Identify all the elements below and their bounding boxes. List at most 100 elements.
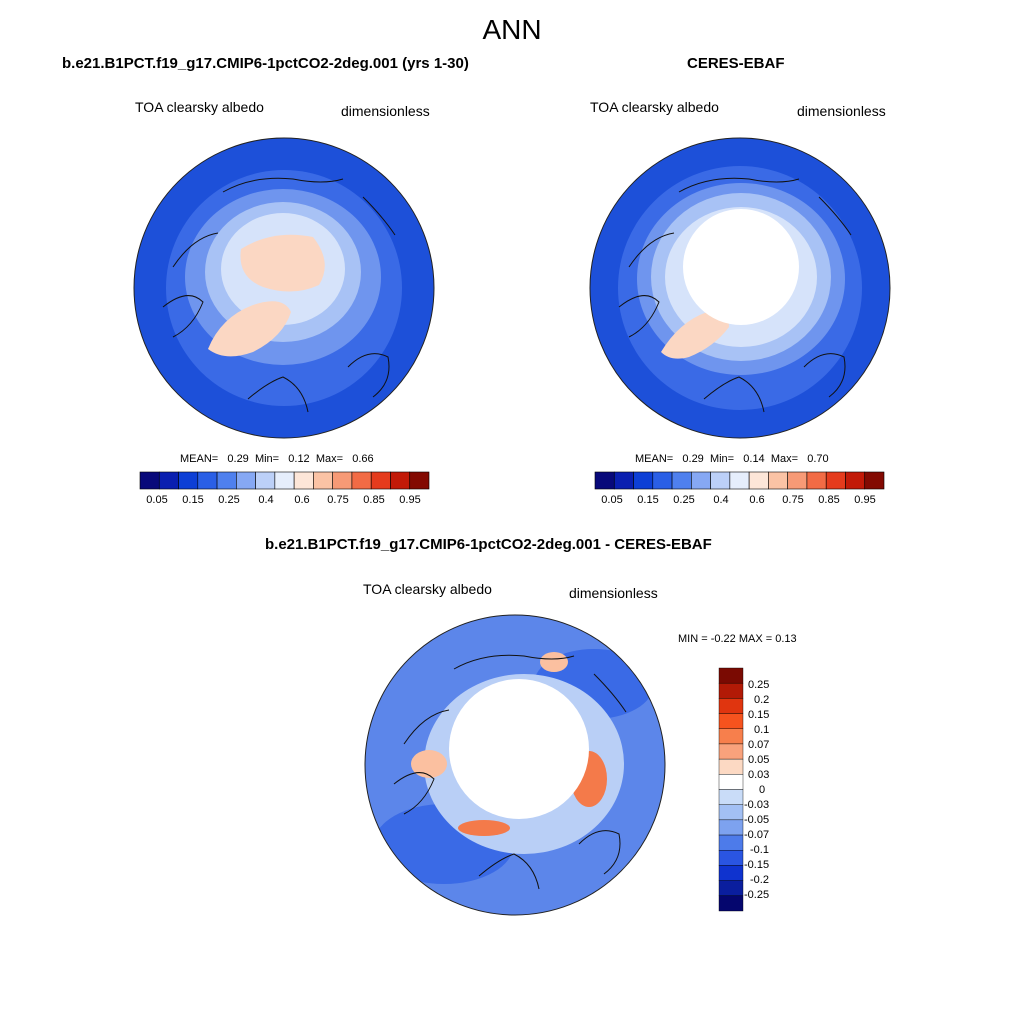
colorbar-swatch (825, 471, 846, 490)
panel1-min: 0.12 (288, 453, 310, 465)
panel2-greenland-ice (661, 311, 729, 359)
cb3-tick: 0.25 (748, 679, 770, 691)
colorbar-swatch (613, 471, 634, 490)
panel3-coastlines (393, 654, 627, 890)
colorbar-swatch (718, 743, 744, 760)
cb1-tick: 0.75 (327, 494, 349, 506)
panel3-positive-anomaly (458, 820, 510, 836)
colorbar-swatch (787, 471, 808, 490)
panel1-map-border (133, 137, 435, 439)
colorbar-swatch (255, 471, 276, 490)
cb1-tick: 0.95 (399, 494, 421, 506)
cb3-tick: 0.03 (748, 769, 770, 781)
cb1-tick: 0.15 (182, 494, 204, 506)
colorbar-swatch (845, 471, 866, 490)
cb3-tick: 0.2 (754, 694, 770, 706)
panel3-map-border (364, 614, 666, 916)
colorbar-swatch (718, 774, 744, 790)
colorbar-swatch (718, 728, 744, 745)
colorbar-swatch (691, 471, 711, 490)
cb3-tick: 0.15 (748, 709, 770, 721)
colorbar-swatch (236, 471, 256, 490)
panel1-colorbar-ticks: 0.05 0.15 0.25 0.4 0.6 0.75 0.85 0.95 (140, 494, 429, 508)
panel2-stats: MEAN= 0.29 Min= 0.14 Max= 0.70 (635, 453, 829, 465)
cb2-tick: 0.05 (601, 494, 623, 506)
cb1-tick: 0.6 (294, 494, 310, 506)
cb2-tick: 0.4 (713, 494, 729, 506)
colorbar-swatch (633, 471, 654, 490)
cb1-tick: 0.05 (146, 494, 168, 506)
panel3-colorbar (718, 667, 744, 912)
panel1-title: b.e21.B1PCT.f19_g17.CMIP6-1pctCO2-2deg.0… (62, 55, 469, 72)
panel3-units-label: dimensionless (569, 585, 658, 601)
cb3-tick: 0.07 (748, 739, 770, 751)
cb3-tick: 0.05 (748, 754, 770, 766)
colorbar-swatch (710, 471, 731, 490)
cb3-tick: -0.1 (750, 844, 769, 856)
panel1-mean: 0.29 (227, 453, 249, 465)
panel2-missing-data (683, 209, 799, 325)
colorbar-swatch (139, 471, 160, 490)
colorbar-swatch (390, 471, 411, 490)
colorbar-swatch (718, 667, 744, 684)
panel3-missing-data (449, 679, 589, 819)
cb3-tick: -0.07 (744, 829, 770, 841)
cb3-tick: -0.2 (750, 874, 769, 886)
colorbar-swatch (718, 819, 744, 836)
panel3-polar-map (364, 614, 666, 916)
panel1-field-label: TOA clearsky albedo (135, 99, 264, 115)
panel1-greenland-ice (208, 301, 291, 357)
panel3-title: b.e21.B1PCT.f19_g17.CMIP6-1pctCO2-2deg.0… (265, 536, 712, 553)
cb1-tick: 0.4 (258, 494, 274, 506)
cb3-tick: -0.15 (744, 859, 770, 871)
colorbar-swatch (718, 804, 744, 821)
colorbar-swatch (718, 850, 744, 866)
panel1-stats: MEAN= 0.29 Min= 0.12 Max= 0.66 (180, 453, 374, 465)
panel2-coastlines (618, 177, 852, 413)
colorbar-swatch (293, 471, 314, 490)
colorbar-swatch (718, 880, 744, 897)
colorbar-swatch (864, 471, 885, 490)
panel2-colorbar (594, 471, 885, 490)
colorbar-swatch (718, 865, 744, 881)
colorbar-swatch (332, 471, 353, 490)
colorbar-swatch (718, 682, 744, 699)
cb2-tick: 0.6 (749, 494, 765, 506)
panel2-min-label: Min= (709, 453, 735, 465)
panel1-max: 0.66 (352, 453, 374, 465)
cb2-tick: 0.75 (782, 494, 804, 506)
cb2-tick: 0.25 (673, 494, 695, 506)
cb3-tick: -0.25 (744, 889, 770, 901)
colorbar-swatch (313, 471, 333, 490)
cb3-tick: -0.03 (744, 799, 770, 811)
figure-title: ANN (482, 14, 542, 45)
cb2-tick: 0.85 (818, 494, 840, 506)
colorbar-swatch (718, 758, 744, 775)
colorbar-swatch (652, 471, 673, 490)
panel1-min-label: Min= (254, 453, 280, 465)
panel1-polar-map (133, 137, 435, 439)
panel2-max: 0.70 (807, 453, 829, 465)
panel2-map-border (589, 137, 891, 439)
panel3-field-label: TOA clearsky albedo (363, 581, 492, 597)
cb2-tick: 0.95 (854, 494, 876, 506)
cb1-tick: 0.25 (218, 494, 240, 506)
panel1-units-label: dimensionless (341, 103, 430, 119)
cb3-tick: -0.05 (744, 814, 770, 826)
cb3-tick: 0 (759, 784, 766, 796)
colorbar-swatch (768, 471, 788, 490)
colorbar-swatch (409, 471, 430, 490)
panel1-mean-label: MEAN= (180, 453, 219, 465)
cb2-tick: 0.15 (637, 494, 659, 506)
panel3-positive-anomaly (411, 750, 447, 778)
panel2-polar-map (589, 137, 891, 439)
colorbar-swatch (158, 471, 179, 490)
panel2-mean-label: MEAN= (635, 453, 674, 465)
panel2-mean: 0.29 (682, 453, 704, 465)
colorbar-swatch (178, 471, 199, 490)
colorbar-swatch (718, 834, 744, 851)
colorbar-swatch (594, 471, 615, 490)
colorbar-swatch (351, 471, 372, 490)
panel1-colorbar (139, 471, 430, 490)
colorbar-swatch (197, 471, 218, 490)
